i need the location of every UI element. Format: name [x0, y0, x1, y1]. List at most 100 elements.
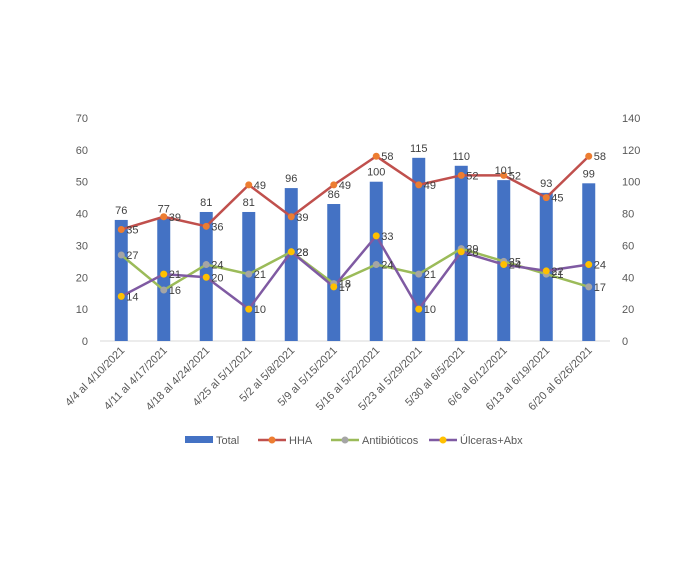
- lceras-abx-marker: [330, 283, 338, 291]
- hha-data-label: 49: [424, 180, 436, 192]
- lceras-abx-data-label: 17: [339, 282, 351, 294]
- left-tick-label: 30: [76, 240, 88, 252]
- antibi-ticos-marker: [202, 261, 210, 269]
- total-bar: [114, 219, 128, 341]
- hha-marker: [287, 213, 295, 221]
- hha-data-label: 58: [594, 151, 606, 163]
- left-tick-label: 60: [76, 145, 88, 157]
- lceras-abx-data-label: 28: [466, 247, 478, 259]
- legend-label-total: Total: [216, 435, 239, 447]
- antibi-ticos-marker: [415, 270, 423, 278]
- left-tick-label: 10: [76, 304, 88, 316]
- hha-marker: [372, 152, 380, 160]
- lceras-abx-marker: [372, 232, 380, 240]
- hha-data-label: 45: [551, 193, 563, 205]
- series-lines: [120, 154, 590, 311]
- total-data-label: 99: [583, 168, 595, 180]
- antibi-ticos-marker: [160, 286, 168, 294]
- total-data-label: 81: [243, 197, 255, 209]
- antibi-ticos-data-label: 17: [594, 282, 606, 294]
- left-tick-label: 20: [76, 272, 88, 284]
- total-data-label: 101: [495, 165, 513, 177]
- lceras-abx-data-label: 24: [509, 260, 521, 272]
- left-tick-label: 50: [76, 177, 88, 189]
- lceras-abx-marker: [245, 305, 253, 313]
- hha-data-label: 52: [466, 170, 478, 182]
- total-data-label: 115: [410, 143, 428, 155]
- legend-marker-hha: [268, 436, 276, 444]
- antibi-ticos-data-label: 21: [424, 269, 436, 281]
- hha-marker: [330, 181, 338, 189]
- hha-marker: [245, 181, 253, 189]
- right-tick-label: 140: [622, 113, 640, 125]
- hha-marker: [202, 222, 210, 230]
- total-data-label: 76: [115, 205, 127, 217]
- hha-data-label: 35: [126, 225, 138, 237]
- antibi-ticos-data-label: 24: [211, 260, 223, 272]
- total-data-label: 93: [540, 178, 552, 190]
- left-tick-label: 40: [76, 209, 88, 221]
- antibi-ticos-marker: [117, 251, 125, 259]
- lceras-abx-marker: [585, 261, 593, 269]
- total-bar: [157, 218, 171, 341]
- lceras-abx-marker: [287, 248, 295, 256]
- lceras-abx-data-label: 33: [381, 231, 393, 243]
- lceras-abx-data-label: 20: [211, 272, 223, 284]
- hha-data-label: 49: [254, 180, 266, 192]
- antibi-ticos-data-label: 29: [466, 244, 478, 256]
- hha-marker: [500, 171, 508, 179]
- hha-line: [120, 154, 590, 231]
- lceras-abx-data-label: 28: [296, 247, 308, 259]
- lceras-abx-data-label: 22: [551, 266, 563, 278]
- data-labels: 76 77 81 81 96 86 100 115 110 101 93 99 35 39 36 49 39 49…: [115, 143, 606, 316]
- hha-marker: [117, 226, 125, 233]
- lceras-abx-marker: [500, 261, 508, 269]
- antibi-ticos-data-label: 25: [509, 256, 521, 268]
- lceras-abx-data-label: 21: [169, 269, 181, 281]
- hha-data-label: 58: [381, 151, 393, 163]
- antibi-ticos-data-label: 27: [126, 250, 138, 262]
- hha-data-label: 36: [211, 221, 223, 233]
- right-tick-label: 0: [622, 336, 628, 348]
- antibi-ticos-line: [120, 247, 590, 292]
- right-tick-label: 60: [622, 240, 634, 252]
- series-markers: [117, 152, 593, 313]
- antibi-ticos-marker: [245, 270, 253, 278]
- hha-data-label: 52: [509, 170, 521, 182]
- antibi-ticos-marker: [585, 283, 593, 291]
- lceras-abx-marker: [117, 292, 125, 300]
- total-data-label: 96: [285, 173, 297, 185]
- lceras-abx-marker: [202, 273, 210, 281]
- legend: Total HHA Antibióticos Úlceras+Abx: [185, 434, 523, 447]
- left-tick-label: 70: [76, 113, 88, 125]
- hha-marker: [160, 213, 168, 221]
- total-bar: [284, 188, 298, 341]
- total-data-label: 86: [328, 189, 340, 201]
- legend-label-lceras-abx: Úlceras+Abx: [460, 434, 523, 447]
- total-bar: [539, 192, 553, 341]
- total-data-label: 100: [367, 167, 385, 179]
- legend-label-antibi-ticos: Antibióticos: [362, 435, 419, 447]
- lceras-abx-marker: [160, 270, 168, 278]
- right-tick-label: 80: [622, 209, 634, 221]
- right-tick-label: 120: [622, 145, 640, 157]
- right-tick-label: 100: [622, 177, 640, 189]
- lceras-abx-marker: [542, 267, 550, 275]
- antibi-ticos-data-label: 21: [551, 269, 563, 281]
- antibi-ticos-data-label: 16: [169, 285, 181, 297]
- right-axis-ticks: 0 20 40 60 80 100 120 140: [622, 113, 640, 348]
- total-data-label: 77: [158, 203, 170, 215]
- hha-data-label: 49: [339, 180, 351, 192]
- hha-data-label: 39: [169, 212, 181, 224]
- right-tick-label: 20: [622, 304, 634, 316]
- left-axis-ticks: 0 10 20 30 40 50 60 70: [76, 113, 88, 348]
- total-bar: [412, 157, 426, 341]
- lceras-abx-data-label: 14: [126, 291, 138, 303]
- total-data-label: 81: [200, 197, 212, 209]
- antibi-ticos-data-label: 21: [254, 269, 266, 281]
- antibi-ticos-data-label: 18: [339, 279, 351, 291]
- legend-swatch-total: [185, 436, 213, 443]
- hha-marker: [457, 171, 465, 179]
